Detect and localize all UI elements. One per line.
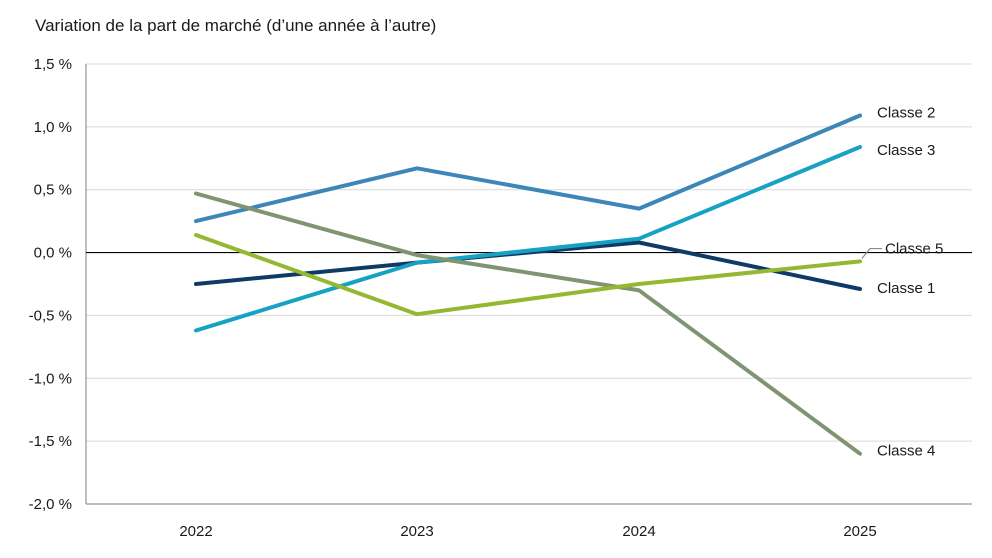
y-tick-label: -2,0 % (29, 496, 72, 513)
x-tick-label: 2022 (179, 523, 212, 540)
series-label: Classe 5 (885, 241, 943, 258)
chart-title: Variation de la part de marché (d’une an… (35, 16, 437, 35)
series-line (194, 113, 862, 224)
leader-line (861, 247, 882, 259)
y-tick-label: 0,5 % (34, 182, 72, 199)
x-tick-label: 2025 (843, 523, 876, 540)
y-tick-label: 1,0 % (34, 119, 72, 136)
series-label: Classe 1 (877, 280, 935, 297)
series-line (194, 191, 862, 456)
series-label: Classe 2 (877, 105, 935, 122)
series-label: Classe 4 (877, 443, 935, 460)
series-lines (194, 113, 862, 456)
y-tick-labels: 1,5 % 1,0 % 0,5 % 0,0 % -0,5 % -1,0 % -1,5 % -2… (29, 56, 72, 513)
series-label: Classe 3 (877, 142, 935, 159)
x-tick-label: 2023 (400, 523, 433, 540)
y-tick-label: 1,5 % (34, 56, 72, 73)
x-tick-label: 2024 (622, 523, 655, 540)
series-line (194, 233, 862, 317)
series-line (194, 145, 862, 333)
y-tick-label: -1,5 % (29, 433, 72, 450)
y-tick-label: -1,0 % (29, 370, 72, 387)
y-tick-label: -0,5 % (29, 307, 72, 324)
series-labels: Classe 1 Classe 2 Classe 3 Classe 4 Classe 5 (861, 105, 943, 460)
x-tick-labels: 2022 2023 2024 2025 (179, 523, 876, 540)
y-tick-label: 0,0 % (34, 245, 72, 262)
